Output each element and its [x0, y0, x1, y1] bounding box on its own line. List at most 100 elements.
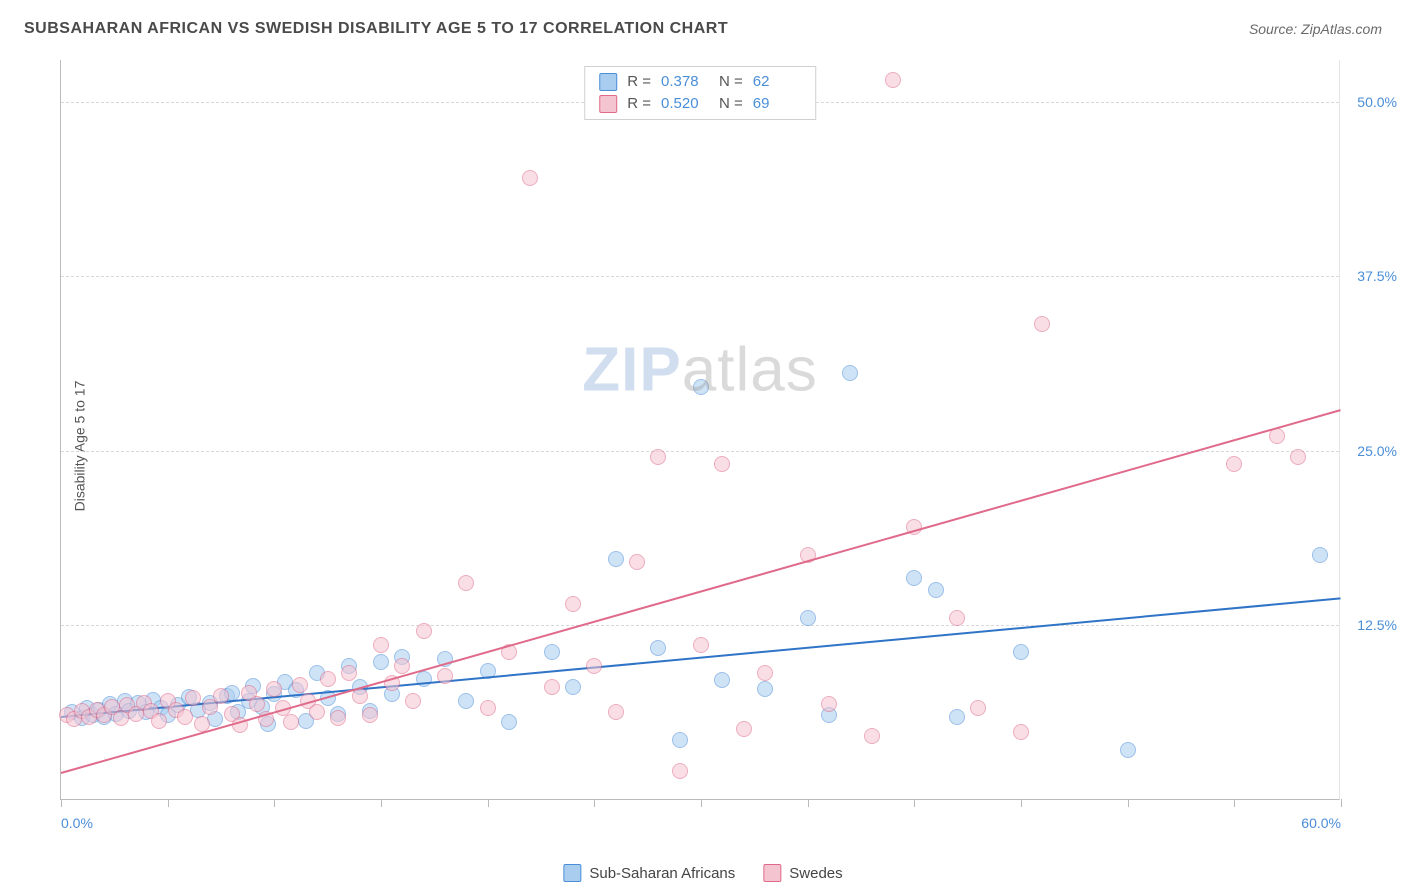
- legend-swatch: [763, 864, 781, 882]
- legend-swatch: [599, 95, 617, 113]
- x-tick: [274, 799, 275, 807]
- data-point: [608, 704, 624, 720]
- data-point: [672, 763, 688, 779]
- data-point: [650, 640, 666, 656]
- data-point: [885, 72, 901, 88]
- data-point: [177, 709, 193, 725]
- data-point: [821, 696, 837, 712]
- x-tick: [808, 799, 809, 807]
- data-point: [714, 456, 730, 472]
- x-tick: [61, 799, 62, 807]
- x-tick-label: 0.0%: [61, 815, 93, 831]
- data-point: [341, 665, 357, 681]
- x-tick: [381, 799, 382, 807]
- data-point: [330, 710, 346, 726]
- r-label: R =: [627, 71, 651, 93]
- data-point: [544, 679, 560, 695]
- n-value: 69: [753, 93, 801, 115]
- data-point: [309, 704, 325, 720]
- data-point: [458, 575, 474, 591]
- data-point: [800, 610, 816, 626]
- x-tick: [168, 799, 169, 807]
- data-point: [906, 570, 922, 586]
- data-point: [292, 677, 308, 693]
- watermark: ZIPatlas: [582, 335, 817, 406]
- data-point: [714, 672, 730, 688]
- data-point: [672, 732, 688, 748]
- x-tick: [1234, 799, 1235, 807]
- x-tick: [1021, 799, 1022, 807]
- legend-label: Sub-Saharan Africans: [589, 865, 735, 882]
- data-point: [970, 700, 986, 716]
- data-point: [693, 637, 709, 653]
- plot-region: ZIPatlas R =0.378N =62R =0.520N =69 12.5…: [60, 60, 1340, 800]
- data-point: [1290, 449, 1306, 465]
- legend-item: Swedes: [763, 864, 842, 882]
- data-point: [757, 665, 773, 681]
- data-point: [522, 170, 538, 186]
- data-point: [565, 679, 581, 695]
- data-point: [1226, 456, 1242, 472]
- y-tick-label: 50.0%: [1357, 94, 1397, 110]
- data-point: [320, 671, 336, 687]
- header: SUBSAHARAN AFRICAN VS SWEDISH DISABILITY…: [24, 20, 1382, 38]
- data-point: [693, 379, 709, 395]
- chart-title: SUBSAHARAN AFRICAN VS SWEDISH DISABILITY…: [24, 20, 728, 38]
- legend-label: Swedes: [789, 865, 842, 882]
- y-tick-label: 12.5%: [1357, 617, 1397, 633]
- legend-item: Sub-Saharan Africans: [563, 864, 735, 882]
- x-tick: [914, 799, 915, 807]
- data-point: [1013, 644, 1029, 660]
- data-point: [373, 654, 389, 670]
- legend-swatch: [563, 864, 581, 882]
- data-point: [416, 623, 432, 639]
- legend-swatch: [599, 73, 617, 91]
- data-point: [283, 714, 299, 730]
- data-point: [1013, 724, 1029, 740]
- data-point: [565, 596, 581, 612]
- data-point: [437, 668, 453, 684]
- data-point: [650, 449, 666, 465]
- series-legend: Sub-Saharan Africans Swedes: [563, 864, 842, 882]
- source-attribution: Source: ZipAtlas.com: [1249, 21, 1382, 37]
- source-prefix: Source:: [1249, 21, 1301, 37]
- x-tick-label: 60.0%: [1301, 815, 1341, 831]
- x-tick: [594, 799, 595, 807]
- data-point: [1312, 547, 1328, 563]
- n-label: N =: [719, 71, 743, 93]
- chart-area: ZIPatlas R =0.378N =62R =0.520N =69 12.5…: [60, 60, 1340, 800]
- data-point: [608, 551, 624, 567]
- trend-line: [61, 409, 1342, 774]
- x-tick: [488, 799, 489, 807]
- data-point: [586, 658, 602, 674]
- x-tick: [1341, 799, 1342, 807]
- data-point: [736, 721, 752, 737]
- correlation-row: R = 0.378 N = 62: [599, 71, 801, 93]
- y-tick-label: 37.5%: [1357, 268, 1397, 284]
- data-point: [373, 637, 389, 653]
- data-point: [949, 610, 965, 626]
- data-point: [1034, 316, 1050, 332]
- data-point: [629, 554, 645, 570]
- gridline: [61, 276, 1339, 277]
- data-point: [213, 688, 229, 704]
- source-name: ZipAtlas.com: [1301, 21, 1382, 37]
- n-value: 62: [753, 71, 801, 93]
- data-point: [405, 693, 421, 709]
- watermark-zip: ZIP: [582, 336, 681, 405]
- data-point: [501, 714, 517, 730]
- r-label: R =: [627, 93, 651, 115]
- y-tick-label: 25.0%: [1357, 443, 1397, 459]
- data-point: [362, 707, 378, 723]
- data-point: [949, 709, 965, 725]
- r-value: 0.378: [661, 71, 709, 93]
- data-point: [757, 681, 773, 697]
- data-point: [249, 696, 265, 712]
- data-point: [928, 582, 944, 598]
- data-point: [544, 644, 560, 660]
- data-point: [1120, 742, 1136, 758]
- data-point: [480, 700, 496, 716]
- r-value: 0.520: [661, 93, 709, 115]
- data-point: [458, 693, 474, 709]
- data-point: [266, 681, 282, 697]
